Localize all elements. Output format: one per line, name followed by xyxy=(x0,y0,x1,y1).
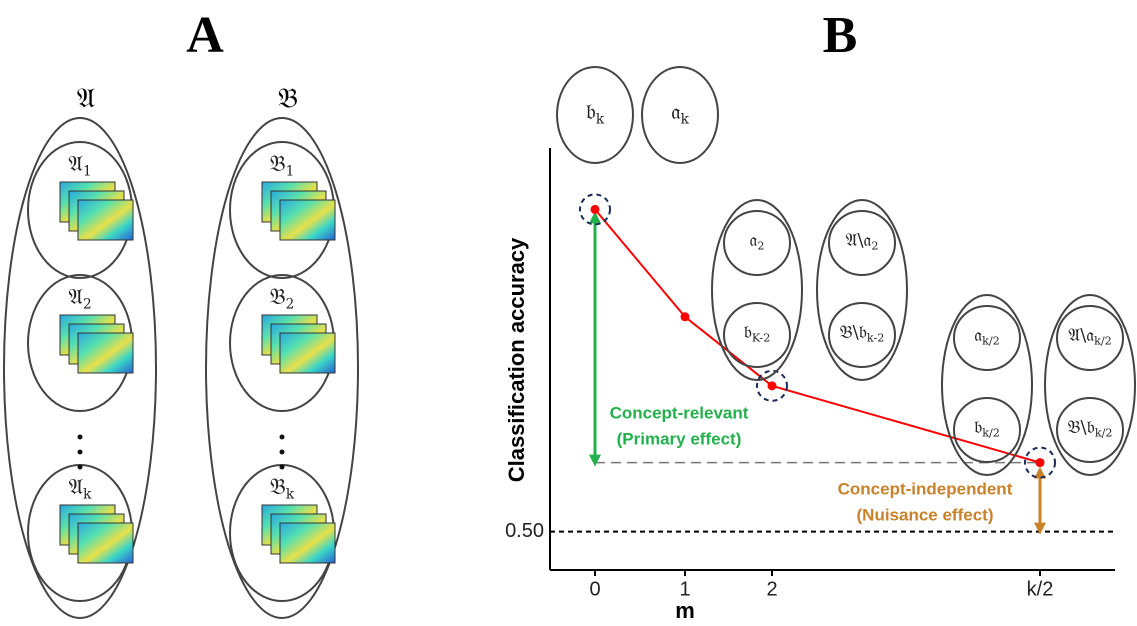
set-label: 𝔞k/2 xyxy=(974,325,999,347)
ellipsis-dot xyxy=(280,450,285,455)
panel-label: A xyxy=(186,7,224,64)
x-tick-label: 2 xyxy=(766,578,777,600)
label-subscript: 1 xyxy=(83,163,92,179)
label-subscript: k/2 xyxy=(1094,334,1112,347)
spectrogram xyxy=(78,333,133,373)
ellipsis-dot xyxy=(78,435,83,440)
y-tick-label: 0.50 xyxy=(505,520,544,542)
set-label: 𝔅\𝔟k/2 xyxy=(1068,417,1113,439)
label-subscript: 1 xyxy=(286,163,295,179)
set-label: 𝔄1 xyxy=(68,152,91,179)
annotation: Concept-relevant xyxy=(610,403,749,422)
set-label: 𝔄\𝔞k/2 xyxy=(1068,325,1111,347)
label-subscript: 2 xyxy=(286,296,295,312)
ellipsis-dot xyxy=(280,435,285,440)
set-ellipse xyxy=(817,200,907,380)
set-label: 𝔅2 xyxy=(270,285,295,312)
data-point xyxy=(768,381,777,390)
set-label: 𝔄2 xyxy=(68,285,91,312)
label-subscript: k/2 xyxy=(982,334,1000,347)
label-base: 𝔅\𝔟 xyxy=(1068,417,1095,438)
set-label: 𝔅\𝔟k-2 xyxy=(840,322,885,344)
panel-label: B xyxy=(823,7,858,64)
label-subscript: k/2 xyxy=(1095,426,1113,439)
label-subscript: k xyxy=(681,111,690,127)
figure: A B 𝔄𝔄1𝔄2𝔄k𝔅𝔅1𝔅2𝔅k0.50012k/2mClassificat… xyxy=(0,0,1137,626)
set-label: 𝔄\𝔞2 xyxy=(846,230,879,252)
label-subscript: k xyxy=(596,111,605,127)
label-base: 𝔄 xyxy=(69,475,84,500)
ellipsis-dot xyxy=(78,465,83,470)
data-point xyxy=(591,205,600,214)
label-base: 𝔞 xyxy=(974,325,982,346)
y-axis-label: Classification accuracy xyxy=(504,237,529,482)
spectrogram xyxy=(78,200,133,240)
set-label: 𝔅k xyxy=(270,475,295,502)
set-label: 𝔟k xyxy=(586,100,605,127)
set-label: 𝔄k xyxy=(69,475,93,502)
label-base: 𝔅 xyxy=(270,152,286,177)
label-subscript: 2 xyxy=(83,296,92,312)
set-label: 𝔟K-2 xyxy=(744,322,771,344)
label-subscript: K-2 xyxy=(752,331,770,344)
spectrogram xyxy=(280,523,335,563)
x-axis-label: m xyxy=(675,598,695,623)
set-label: 𝔞k xyxy=(671,100,690,127)
set-ellipse xyxy=(712,200,802,380)
label-base: 𝔅 xyxy=(270,285,286,310)
annotation: Concept-independent xyxy=(838,479,1013,498)
spectrogram xyxy=(280,333,335,373)
label-subscript: k xyxy=(286,486,295,502)
set-ellipse xyxy=(1045,295,1135,475)
label-base: 𝔞 xyxy=(750,230,758,251)
label-base: 𝔟 xyxy=(974,417,982,438)
ellipsis-dot xyxy=(78,450,83,455)
x-tick-label: 0 xyxy=(589,578,600,600)
label-subscript: 2 xyxy=(757,239,764,252)
group-title: 𝔅 xyxy=(278,82,298,115)
label-base: 𝔄 xyxy=(68,285,83,310)
label-base: 𝔟 xyxy=(586,100,596,125)
data-point xyxy=(1036,458,1045,467)
data-point xyxy=(681,312,690,321)
set-label: 𝔞2 xyxy=(750,230,765,252)
label-subscript: k xyxy=(83,486,92,502)
set-label: 𝔅1 xyxy=(270,152,295,179)
x-tick-label: k/2 xyxy=(1027,578,1054,600)
annotation: (Primary effect) xyxy=(617,429,742,448)
label-base: 𝔞 xyxy=(671,100,681,125)
label-base: 𝔄\𝔞 xyxy=(1068,325,1094,346)
label-base: 𝔄\𝔞 xyxy=(846,230,872,251)
label-base: 𝔟 xyxy=(744,322,752,343)
label-subscript: k-2 xyxy=(867,331,884,344)
ellipsis-dot xyxy=(280,465,285,470)
label-base: 𝔅 xyxy=(270,475,286,500)
set-label: 𝔟k/2 xyxy=(974,417,1000,439)
group-title: 𝔄 xyxy=(77,82,96,115)
spectrogram xyxy=(280,200,335,240)
annotation: (Nuisance effect) xyxy=(857,505,994,524)
label-base: 𝔄 xyxy=(68,152,83,177)
label-subscript: k/2 xyxy=(982,426,1000,439)
label-subscript: 2 xyxy=(871,239,878,252)
label-base: 𝔅\𝔟 xyxy=(840,322,867,343)
spectrogram xyxy=(78,523,133,563)
